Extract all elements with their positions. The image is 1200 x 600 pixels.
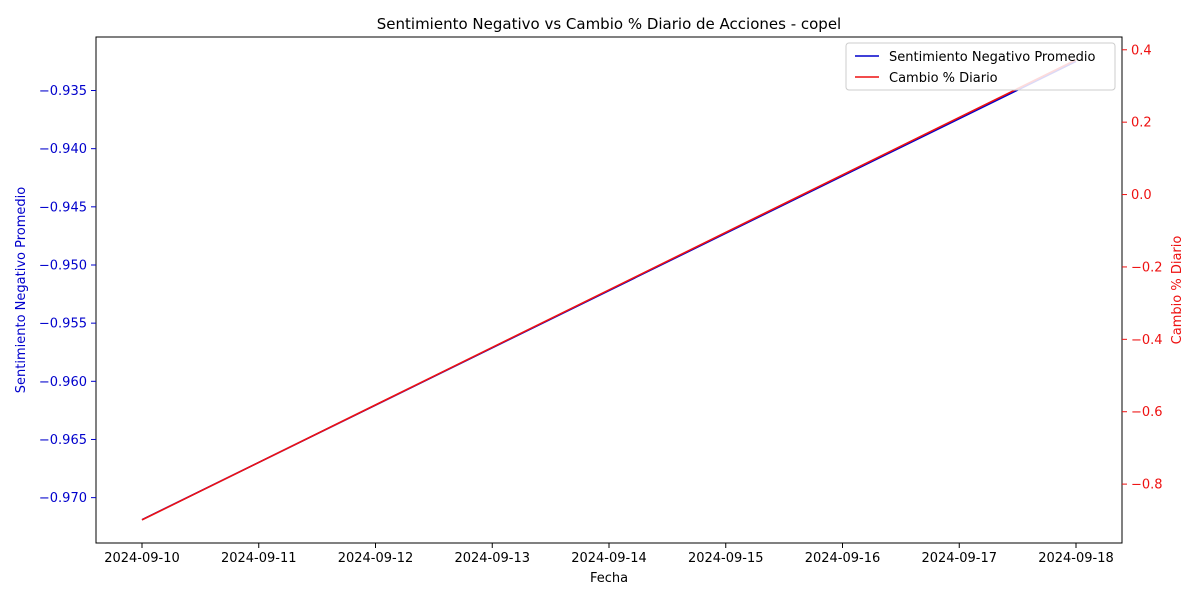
series-layer [141, 59, 1077, 521]
x-tick-label: 2024-09-12 [338, 551, 414, 566]
series-line-change [141, 59, 1077, 521]
x-axis-label: Fecha [590, 571, 628, 586]
y-axis-right-label: Cambio % Diario [1170, 236, 1185, 345]
y-left-tick-label: −0.950 [39, 258, 87, 273]
y-right-tick-label: −0.6 [1131, 405, 1163, 420]
y-left-tick-label: −0.945 [39, 200, 87, 215]
y-left-tick-label: −0.935 [39, 84, 87, 99]
x-tick-label: 2024-09-14 [571, 551, 647, 566]
x-tick-label: 2024-09-16 [805, 551, 881, 566]
legend-label-change: Cambio % Diario [889, 71, 998, 86]
x-tick-label: 2024-09-10 [104, 551, 180, 566]
y-left-tick-label: −0.940 [39, 142, 87, 157]
y-left-tick-label: −0.955 [39, 317, 87, 332]
legend: Sentimiento Negativo Promedio Cambio % D… [845, 42, 1116, 91]
y-axis-right: −0.8 −0.6 −0.4 −0.2 0.0 0.2 0.4 [1122, 43, 1163, 493]
y-axis-left-label: Sentimiento Negativo Promedio [14, 187, 29, 393]
y-right-tick-label: 0.2 [1131, 116, 1152, 131]
y-right-tick-label: −0.2 [1131, 260, 1163, 275]
chart-title: Sentimiento Negativo vs Cambio % Diario … [377, 15, 841, 33]
y-right-tick-label: −0.8 [1131, 478, 1163, 493]
x-tick-label: 2024-09-15 [688, 551, 764, 566]
x-axis: 2024-09-10 2024-09-11 2024-09-12 2024-09-13… [104, 543, 1114, 566]
x-tick-label: 2024-09-13 [454, 551, 530, 566]
y-right-tick-label: 0.0 [1131, 188, 1152, 203]
legend-box [845, 42, 1116, 91]
y-right-tick-label: −0.4 [1131, 333, 1163, 348]
x-tick-label: 2024-09-11 [221, 551, 297, 566]
y-left-tick-label: −0.970 [39, 491, 87, 506]
x-tick-label: 2024-09-18 [1038, 551, 1114, 566]
x-tick-label: 2024-09-17 [921, 551, 997, 566]
y-right-tick-label: 0.4 [1131, 43, 1152, 58]
legend-label-sentiment: Sentimiento Negativo Promedio [889, 50, 1095, 65]
y-axis-left: −0.970 −0.965 −0.960 −0.955 −0.950 −0.945 −0.9… [39, 84, 96, 506]
y-left-tick-label: −0.965 [39, 433, 87, 448]
y-left-tick-label: −0.960 [39, 375, 87, 390]
